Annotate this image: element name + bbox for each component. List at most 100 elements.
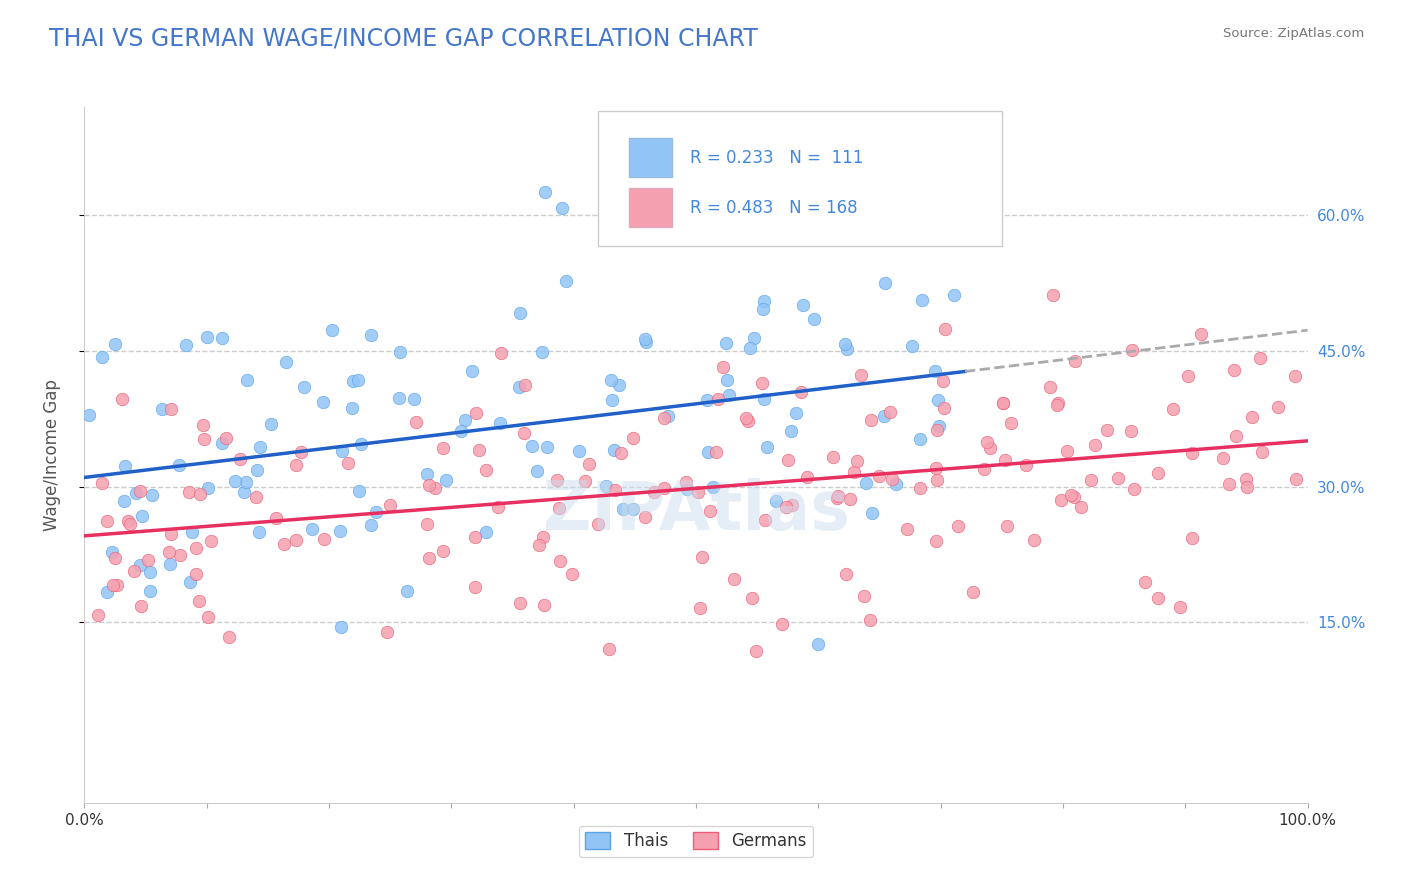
Point: [179, 574, 201, 589]
Point: [734, 410, 756, 425]
Point: [603, 442, 626, 457]
Point: [643, 485, 665, 500]
Point: [1056, 443, 1078, 458]
Point: [475, 463, 498, 477]
Point: [468, 442, 491, 457]
Point: [489, 346, 512, 360]
Point: [600, 373, 623, 387]
Point: [704, 444, 727, 458]
Point: [1251, 445, 1274, 459]
Point: [342, 401, 364, 416]
Point: [1285, 472, 1308, 486]
Point: [350, 437, 373, 451]
Point: [842, 465, 865, 479]
Point: [880, 472, 903, 486]
Point: [101, 545, 124, 559]
Point: [548, 500, 571, 515]
Point: [329, 524, 352, 538]
Point: [979, 441, 1001, 455]
Point: [1249, 351, 1271, 365]
Point: [290, 445, 312, 459]
Point: [754, 512, 776, 526]
Point: [464, 406, 486, 420]
Point: [218, 631, 240, 645]
Point: [621, 431, 644, 445]
Point: [851, 368, 873, 382]
Point: [741, 591, 763, 606]
Point: [184, 541, 207, 555]
Point: [274, 355, 297, 369]
Point: [233, 484, 256, 499]
Point: [752, 392, 775, 407]
Point: [360, 328, 382, 343]
Point: [932, 374, 955, 388]
Point: [995, 519, 1018, 533]
Point: [475, 524, 498, 539]
Point: [835, 567, 858, 582]
Point: [634, 332, 657, 346]
Point: [610, 446, 633, 460]
Point: [1267, 401, 1289, 415]
Point: [595, 478, 617, 492]
Point: [924, 534, 946, 549]
Point: [778, 453, 800, 467]
Point: [551, 201, 574, 215]
Point: [711, 360, 734, 375]
Point: [908, 482, 931, 496]
Point: [1070, 500, 1092, 514]
Point: [696, 392, 718, 407]
Point: [321, 323, 343, 337]
Point: [654, 481, 676, 495]
Point: [508, 380, 530, 394]
Point: [546, 473, 568, 487]
Point: [928, 419, 950, 434]
Point: [1064, 354, 1087, 368]
Point: [260, 417, 283, 432]
Point: [737, 414, 759, 428]
Text: Source: ZipAtlas.com: Source: ZipAtlas.com: [1223, 27, 1364, 40]
Point: [550, 554, 572, 568]
Point: [1107, 471, 1129, 485]
Point: [860, 413, 883, 427]
Point: [803, 312, 825, 326]
Point: [697, 444, 720, 458]
Point: [934, 321, 956, 335]
Point: [176, 338, 198, 352]
Point: [114, 459, 136, 474]
Point: [461, 363, 484, 377]
Point: [1236, 480, 1258, 494]
Point: [896, 522, 918, 536]
Point: [991, 396, 1014, 410]
Point: [1177, 368, 1199, 383]
Point: [859, 613, 882, 627]
Point: [598, 641, 620, 656]
Point: [124, 486, 146, 500]
Point: [197, 610, 219, 624]
Point: [454, 413, 477, 427]
Point: [925, 473, 948, 487]
Point: [792, 298, 814, 312]
Point: [1080, 473, 1102, 487]
Point: [853, 590, 876, 604]
Point: [195, 329, 218, 343]
Point: [513, 425, 536, 440]
Point: [600, 392, 623, 407]
Point: [744, 331, 766, 345]
Point: [486, 500, 509, 514]
Point: [868, 469, 890, 483]
Point: [1084, 438, 1107, 452]
Point: [689, 601, 711, 615]
Point: [193, 432, 215, 446]
Point: [1191, 326, 1213, 341]
Point: [925, 461, 948, 475]
Point: [112, 494, 135, 508]
Point: [879, 405, 901, 419]
Point: [621, 502, 644, 516]
Point: [169, 548, 191, 562]
Point: [1223, 363, 1246, 377]
Point: [875, 276, 897, 290]
Point: [932, 401, 955, 415]
Point: [301, 522, 323, 536]
Point: [432, 441, 454, 455]
Point: [718, 388, 741, 402]
